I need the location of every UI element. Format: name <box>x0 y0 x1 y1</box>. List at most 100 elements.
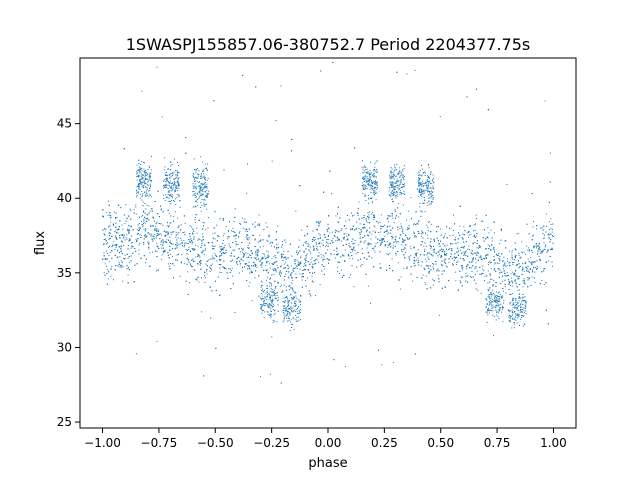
data-point <box>153 217 155 219</box>
data-point <box>205 263 207 265</box>
data-point <box>258 258 260 260</box>
data-point <box>379 267 381 269</box>
data-point <box>230 247 231 248</box>
data-point <box>499 255 501 257</box>
data-point <box>189 263 191 265</box>
data-point <box>469 249 470 251</box>
data-point <box>318 221 320 223</box>
data-point <box>205 277 206 279</box>
data-point <box>282 290 284 292</box>
data-point <box>105 240 107 242</box>
data-point <box>474 236 476 238</box>
data-point <box>284 267 286 269</box>
data-point <box>138 244 140 246</box>
data-point <box>321 256 323 258</box>
data-point <box>455 280 457 282</box>
data-point <box>544 268 546 270</box>
data-point <box>279 273 281 275</box>
data-point <box>396 71 398 73</box>
data-point <box>348 234 349 236</box>
data-point <box>504 264 506 266</box>
data-point <box>322 254 324 256</box>
data-point <box>428 272 430 274</box>
data-point <box>487 270 489 272</box>
data-point <box>148 219 150 221</box>
data-point <box>469 225 471 227</box>
data-point <box>160 241 162 243</box>
data-point <box>435 263 437 265</box>
data-point <box>510 273 512 275</box>
data-point <box>400 276 402 278</box>
data-point <box>451 248 453 250</box>
data-point <box>397 251 399 252</box>
data-point <box>448 258 450 260</box>
data-point <box>220 255 222 257</box>
data-point <box>244 263 246 265</box>
data-point <box>200 156 202 158</box>
data-point <box>398 216 400 218</box>
data-point <box>531 193 533 194</box>
data-point <box>465 280 467 282</box>
data-point <box>137 224 139 226</box>
data-point <box>424 248 426 250</box>
data-point <box>135 213 137 215</box>
data-point <box>373 217 375 219</box>
data-point <box>172 231 174 233</box>
data-point <box>549 237 550 239</box>
data-point <box>225 268 227 270</box>
data-point <box>515 256 516 258</box>
data-point <box>131 242 133 244</box>
data-point <box>294 263 296 265</box>
data-point <box>414 235 416 237</box>
data-point <box>223 233 225 235</box>
data-point <box>143 255 145 257</box>
data-point <box>224 267 226 269</box>
data-point <box>181 261 182 263</box>
data-point <box>146 220 148 222</box>
data-point <box>202 228 204 230</box>
data-point <box>301 270 303 271</box>
data-point <box>292 289 294 291</box>
data-point <box>432 278 434 280</box>
data-point <box>472 265 474 267</box>
data-point <box>116 232 118 234</box>
data-point <box>524 262 526 264</box>
data-point <box>338 231 340 233</box>
data-point <box>155 270 157 272</box>
data-point <box>350 228 351 230</box>
data-point <box>387 217 389 219</box>
data-point <box>298 261 300 263</box>
data-point <box>108 232 110 234</box>
data-point <box>315 244 317 246</box>
data-point <box>455 236 457 238</box>
data-point <box>392 227 394 229</box>
data-point <box>357 215 359 216</box>
data-point <box>451 250 453 252</box>
data-point <box>430 238 432 240</box>
data-point <box>468 236 469 238</box>
data-point <box>316 249 318 251</box>
data-point <box>359 241 361 243</box>
data-point <box>337 253 339 255</box>
data-point <box>161 234 162 236</box>
data-point <box>542 249 544 251</box>
data-point <box>125 204 127 206</box>
data-point <box>183 246 185 248</box>
data-point <box>248 261 250 263</box>
data-point <box>206 273 208 275</box>
data-point <box>387 221 389 223</box>
data-point <box>466 264 468 266</box>
data-point <box>143 218 145 220</box>
data-point <box>444 233 446 235</box>
data-point <box>486 257 487 259</box>
data-point <box>285 258 287 260</box>
data-point <box>281 256 283 258</box>
data-point <box>371 257 373 259</box>
data-point <box>289 285 291 287</box>
data-point <box>199 256 201 258</box>
data-point <box>318 233 320 235</box>
data-point <box>319 234 321 236</box>
data-point <box>484 275 486 277</box>
data-point <box>425 232 426 234</box>
data-point <box>271 263 273 264</box>
